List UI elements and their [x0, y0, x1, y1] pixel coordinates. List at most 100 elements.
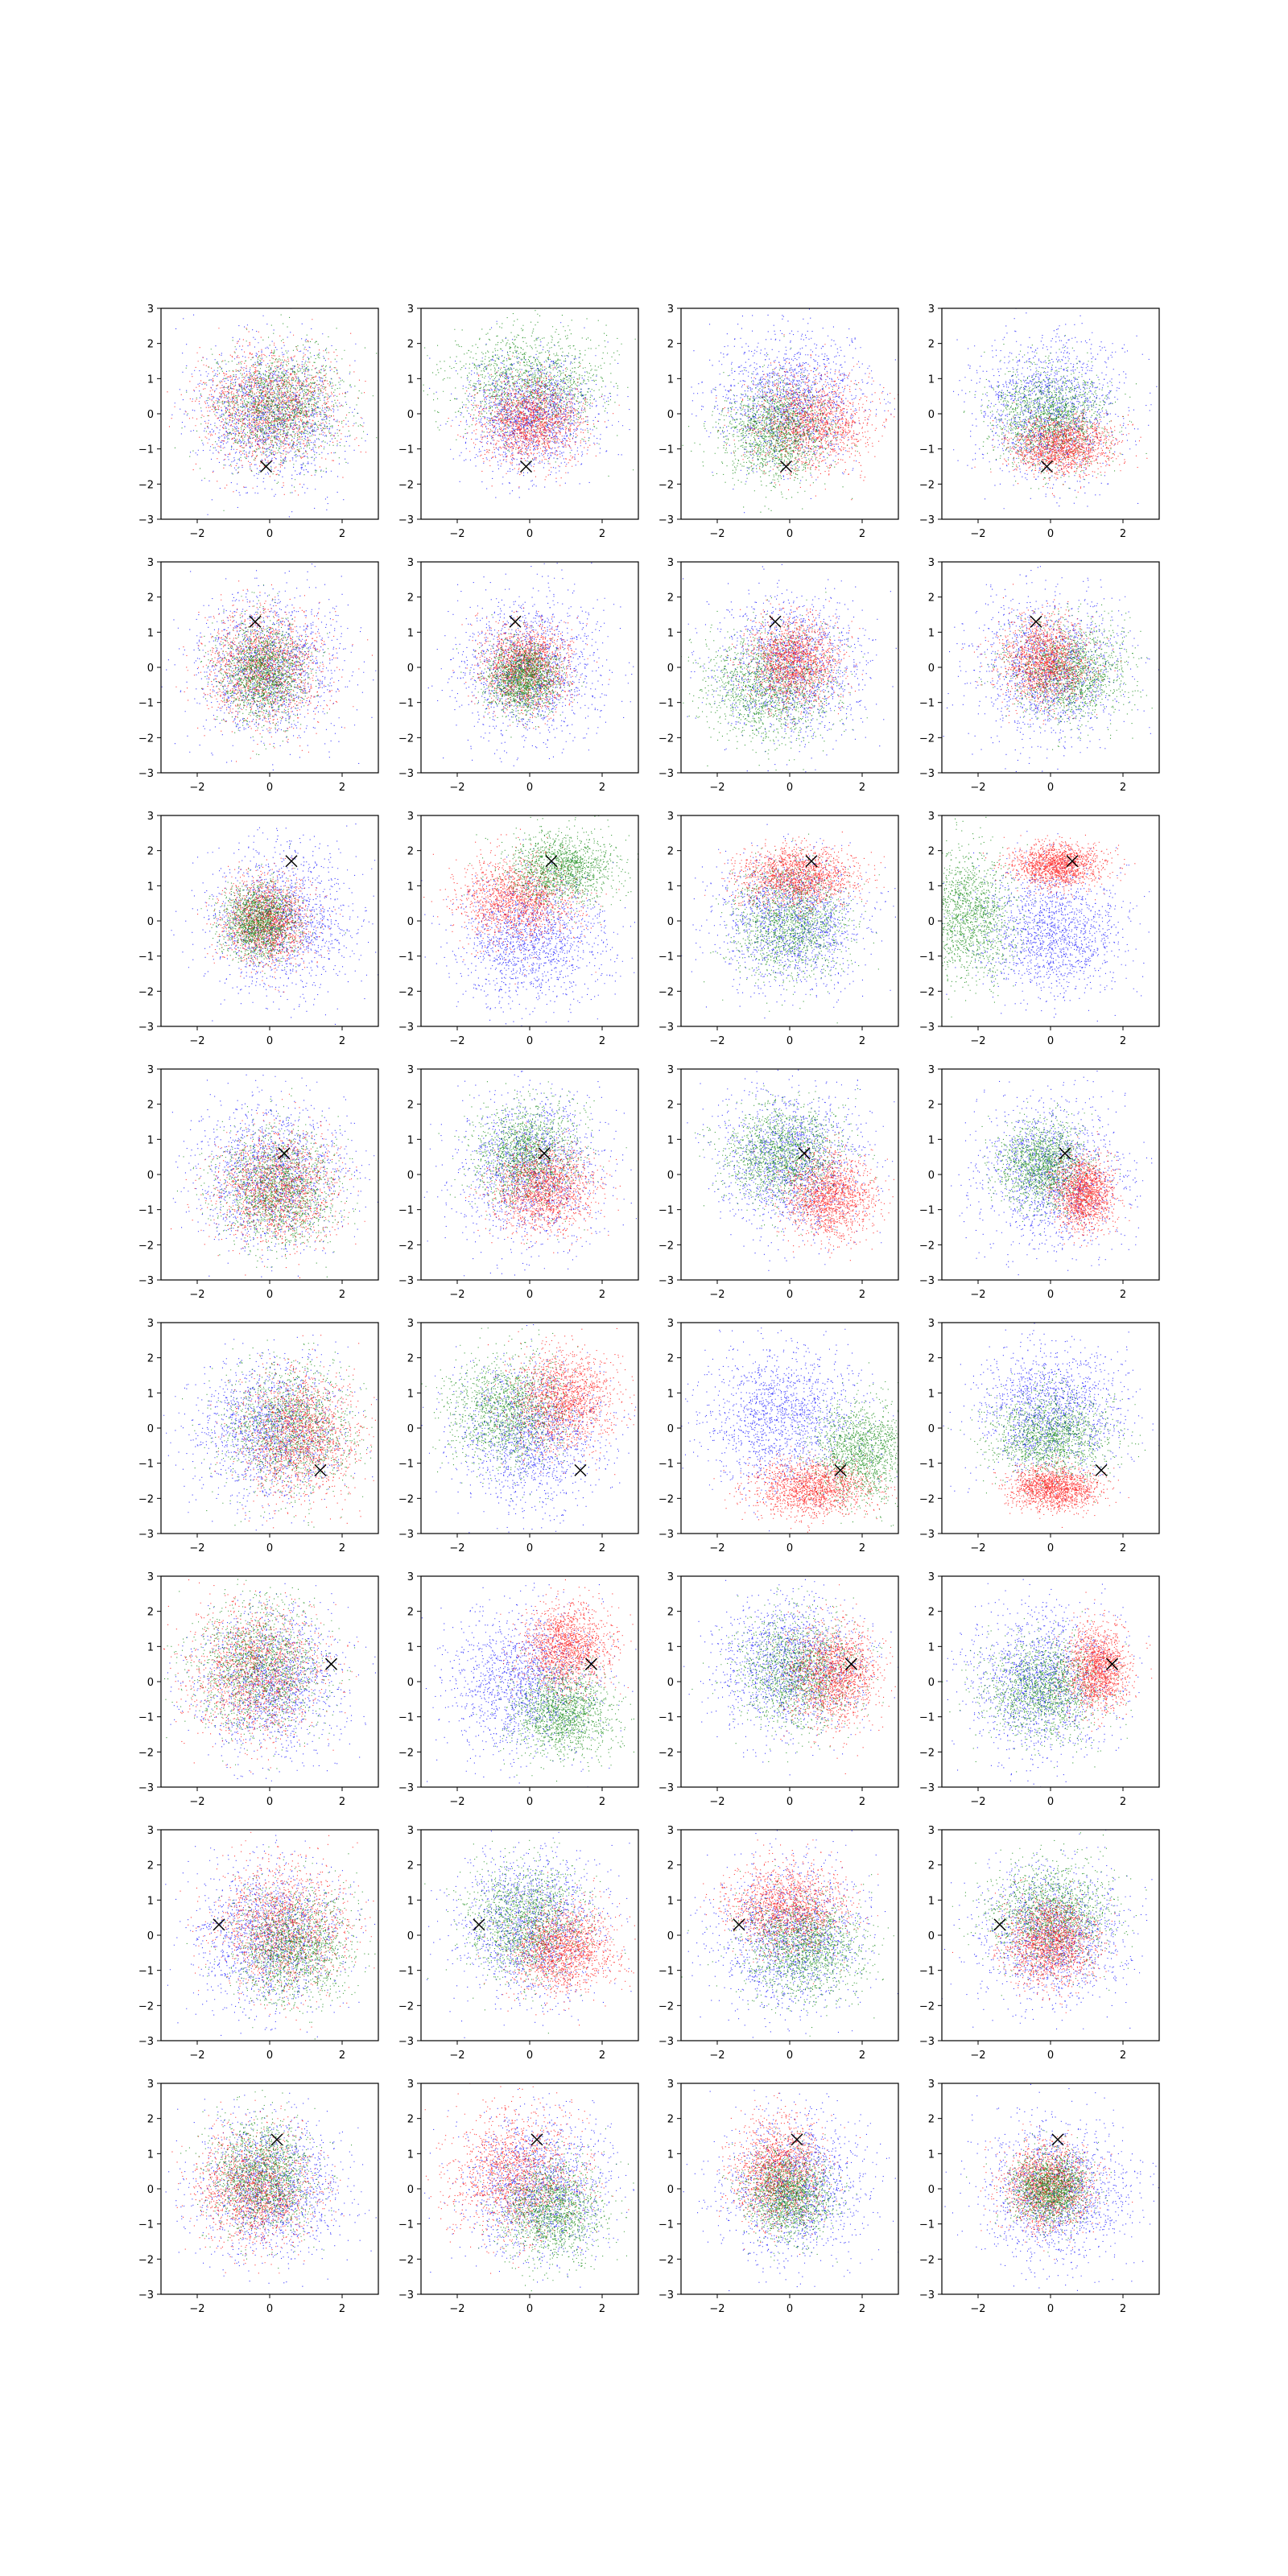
- scatter-points: [656, 1824, 909, 2054]
- y-tick-label: −1: [138, 1459, 154, 1471]
- x-tick-label: 0: [1047, 1035, 1054, 1047]
- y-tick-label: −3: [138, 1022, 154, 1034]
- series-blue-points: [656, 1824, 898, 2054]
- y-tick-label: 1: [928, 1134, 935, 1146]
- y-tick-label: 3: [407, 1318, 414, 1330]
- y-tick-label: 1: [667, 1895, 674, 1907]
- y-tick-label: 1: [667, 1388, 674, 1400]
- x-tick-label: 2: [599, 782, 605, 794]
- y-tick-label: 3: [407, 811, 414, 823]
- y-tick-label: −3: [919, 2036, 935, 2048]
- series-green-points: [182, 1340, 401, 1527]
- x-tick-label: 2: [859, 2050, 865, 2062]
- x-tick-label: −2: [709, 528, 724, 540]
- series-blue-points: [142, 1048, 385, 1294]
- y-tick-label: −2: [658, 986, 674, 998]
- axes-frame: [421, 1069, 638, 1280]
- series-blue-points: [683, 1560, 909, 1776]
- y-tick-label: −2: [398, 2254, 414, 2266]
- y-tick-label: 0: [407, 409, 414, 421]
- y-tick-label: 0: [407, 663, 414, 675]
- y-tick-label: −3: [398, 514, 414, 526]
- y-tick-label: 0: [407, 2184, 414, 2196]
- x-tick-label: 2: [339, 1542, 345, 1554]
- y-tick-label: −2: [398, 733, 414, 745]
- y-tick-label: 0: [667, 916, 674, 928]
- x-tick-label: −2: [709, 1035, 724, 1047]
- x-marker: [1030, 616, 1042, 627]
- scatter-points: [649, 824, 935, 1024]
- y-tick-label: −1: [658, 952, 674, 964]
- y-tick-label: 1: [407, 374, 414, 386]
- series-red-points: [753, 1131, 899, 1261]
- y-tick-label: 1: [407, 1388, 414, 1400]
- y-tick-label: 3: [147, 303, 154, 316]
- y-tick-label: 2: [147, 1100, 154, 1112]
- scatter-points: [381, 2054, 665, 2297]
- series-red-points: [714, 1446, 898, 1532]
- scatter-points: [683, 301, 907, 514]
- series-blue-points: [421, 840, 647, 1035]
- y-tick-label: −2: [398, 2000, 414, 2013]
- x-tick-label: −2: [189, 1796, 204, 1808]
- series-green-points: [456, 614, 584, 737]
- y-tick-label: 3: [407, 2079, 414, 2091]
- x-marker: [799, 1148, 810, 1159]
- x-tick-label: 2: [599, 1035, 605, 1047]
- x-tick-label: 0: [786, 1796, 793, 1808]
- y-tick-label: 3: [407, 1571, 414, 1583]
- series-red-points: [478, 1872, 643, 2026]
- y-tick-label: 1: [667, 1134, 674, 1146]
- y-tick-label: −3: [398, 1022, 414, 1034]
- x-tick-label: −2: [970, 1289, 985, 1301]
- y-tick-label: −3: [138, 2036, 154, 2048]
- series-red-points: [152, 308, 402, 496]
- y-tick-label: −1: [398, 2219, 414, 2231]
- y-tick-label: −2: [919, 1240, 935, 1252]
- y-tick-label: 0: [147, 663, 154, 675]
- x-tick-label: 2: [859, 1796, 865, 1808]
- y-tick-label: −1: [398, 444, 414, 456]
- y-tick-label: 1: [147, 1134, 154, 1146]
- y-tick-label: 2: [667, 846, 674, 858]
- y-tick-label: 1: [928, 881, 935, 893]
- axes-frame: [421, 1323, 638, 1534]
- y-tick-label: 2: [928, 1860, 935, 1872]
- y-tick-label: −2: [919, 2000, 935, 2013]
- x-tick-label: −2: [970, 528, 985, 540]
- axes-frame: [942, 2083, 1159, 2294]
- series-blue-points: [953, 287, 1170, 531]
- axes-frame: [681, 2083, 898, 2294]
- y-tick-label: −1: [138, 698, 154, 710]
- y-tick-label: −3: [919, 1529, 935, 1541]
- y-tick-label: −3: [658, 1275, 674, 1287]
- x-tick-label: 0: [526, 1289, 533, 1301]
- y-tick-label: 3: [407, 557, 414, 569]
- y-tick-label: 1: [667, 2149, 674, 2161]
- x-tick-label: 2: [859, 1542, 865, 1554]
- y-tick-label: 2: [407, 1860, 414, 1872]
- y-tick-label: 1: [147, 2149, 154, 2161]
- y-tick-label: 3: [147, 1318, 154, 1330]
- y-tick-label: 2: [928, 1607, 935, 1619]
- y-tick-label: −1: [919, 952, 935, 964]
- y-tick-label: 3: [928, 811, 935, 823]
- x-tick-label: 0: [526, 2050, 533, 2062]
- y-tick-label: 3: [667, 1825, 674, 1837]
- x-tick-label: −2: [449, 2303, 464, 2315]
- x-tick-label: 2: [339, 528, 345, 540]
- axes-frame: [421, 562, 638, 773]
- y-tick-label: 3: [667, 2079, 674, 2091]
- y-tick-label: −3: [138, 1275, 154, 1287]
- y-tick-label: 3: [147, 811, 154, 823]
- y-tick-label: −1: [919, 1459, 935, 1471]
- y-tick-label: 0: [928, 1170, 935, 1182]
- x-tick-label: 2: [1120, 1035, 1126, 1047]
- y-tick-label: −1: [658, 1459, 674, 1471]
